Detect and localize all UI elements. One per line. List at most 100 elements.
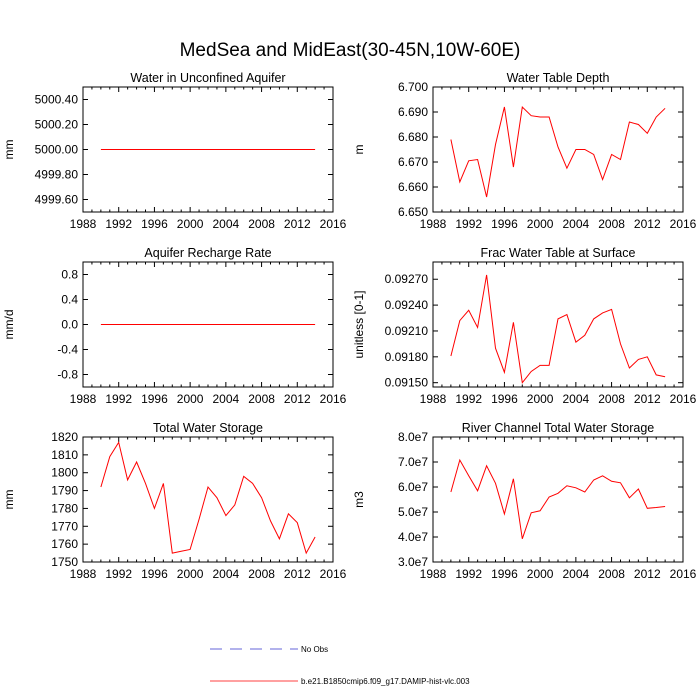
x-tick-label: 2000 bbox=[527, 217, 554, 231]
x-tick-label: 2016 bbox=[320, 217, 347, 231]
x-tick-label: 2008 bbox=[248, 392, 275, 406]
x-tick-label: 1988 bbox=[420, 217, 447, 231]
y-tick-label: 6.680 bbox=[398, 130, 428, 144]
x-tick-label: 2000 bbox=[527, 392, 554, 406]
y-tick-label: 0.09180 bbox=[385, 350, 429, 364]
x-tick-label: 2008 bbox=[598, 217, 625, 231]
chart-panel: River Channel Total Water Storage 1988 199… bbox=[352, 421, 697, 581]
y-tick-label: 4.0e7 bbox=[398, 530, 428, 544]
y-tick-label: 6.650 bbox=[398, 205, 428, 219]
chart-panel: Aquifer Recharge Rate 1988 1992 1996 2000 200… bbox=[2, 246, 347, 406]
y-tick-label: -0.4 bbox=[57, 343, 78, 357]
plot-frame bbox=[82, 436, 334, 563]
y-tick-label: 5.0e7 bbox=[398, 505, 428, 519]
series-line bbox=[450, 458, 666, 539]
x-tick-label: 2012 bbox=[634, 392, 661, 406]
plot-frame bbox=[432, 436, 684, 563]
panel-title: Aquifer Recharge Rate bbox=[144, 246, 271, 260]
x-tick-label: 2000 bbox=[527, 567, 554, 581]
y-tick-label: 1810 bbox=[51, 448, 78, 462]
legend: No Obs b.e21.B1850cmip6.f09_g17.DAMIP-his… bbox=[210, 645, 470, 686]
x-tick-label: 2016 bbox=[670, 217, 697, 231]
chart-panel: Total Water Storage 1988 1992 1996 2000 2004 2… bbox=[2, 421, 347, 581]
x-tick-label: 1988 bbox=[70, 217, 97, 231]
x-tick-label: 1996 bbox=[491, 392, 518, 406]
x-tick-label: 2000 bbox=[177, 567, 204, 581]
y-axis-label: m3 bbox=[352, 491, 366, 508]
y-axis-label: m bbox=[352, 145, 366, 155]
x-tick-label: 1988 bbox=[420, 567, 447, 581]
plot-frame bbox=[432, 86, 684, 213]
x-tick-label: 2016 bbox=[320, 392, 347, 406]
x-tick-label: 1996 bbox=[491, 217, 518, 231]
y-tick-label: 0.0 bbox=[61, 318, 78, 332]
x-tick-label: 1988 bbox=[70, 567, 97, 581]
x-tick-label: 1992 bbox=[105, 217, 132, 231]
series-line bbox=[100, 441, 316, 555]
x-tick-label: 1992 bbox=[455, 392, 482, 406]
y-tick-label: 8.0e7 bbox=[398, 430, 428, 444]
y-axis-label: unitless [0-1] bbox=[352, 290, 366, 358]
y-tick-label: 5000.20 bbox=[35, 118, 79, 132]
y-tick-label: 7.0e7 bbox=[398, 455, 428, 469]
y-tick-label: 1820 bbox=[51, 430, 78, 444]
legend-label: No Obs bbox=[301, 645, 328, 654]
series-line bbox=[450, 274, 666, 384]
y-tick-label: 5000.40 bbox=[35, 93, 79, 107]
chart-panel: Water Table Depth 1988 1992 1996 2000 2004 200… bbox=[352, 71, 697, 231]
panel-title: Water in Unconfined Aquifer bbox=[130, 71, 285, 85]
x-tick-label: 2008 bbox=[598, 392, 625, 406]
chart-panel: Water in Unconfined Aquifer 1988 1992 1996 2… bbox=[2, 71, 347, 231]
figure-title: MedSea and MidEast(30-45N,10W-60E) bbox=[180, 40, 521, 61]
x-tick-label: 1992 bbox=[455, 567, 482, 581]
chart-panels: Water in Unconfined Aquifer 1988 1992 1996 2… bbox=[2, 71, 697, 581]
y-tick-label: 0.8 bbox=[61, 268, 78, 282]
y-axis-label: mm/d bbox=[2, 310, 16, 340]
x-tick-label: 2012 bbox=[634, 567, 661, 581]
x-tick-label: 1988 bbox=[420, 392, 447, 406]
y-tick-label: 0.09210 bbox=[385, 324, 429, 338]
x-tick-label: 2004 bbox=[563, 392, 590, 406]
panel-title: River Channel Total Water Storage bbox=[462, 421, 655, 435]
y-tick-label: 1750 bbox=[51, 555, 78, 569]
y-tick-label: 0.09150 bbox=[385, 376, 429, 390]
x-tick-label: 1996 bbox=[141, 392, 168, 406]
x-tick-label: 2004 bbox=[563, 217, 590, 231]
x-tick-label: 2012 bbox=[284, 392, 311, 406]
x-tick-label: 1996 bbox=[141, 217, 168, 231]
x-tick-label: 2012 bbox=[284, 567, 311, 581]
x-tick-label: 2016 bbox=[670, 392, 697, 406]
y-tick-label: 4999.80 bbox=[35, 168, 79, 182]
series-line bbox=[450, 105, 666, 198]
y-tick-label: 6.700 bbox=[398, 80, 428, 94]
x-tick-label: 1992 bbox=[455, 217, 482, 231]
y-tick-label: 6.0e7 bbox=[398, 480, 428, 494]
y-axis-label: mm bbox=[2, 140, 16, 160]
x-tick-label: 2004 bbox=[563, 567, 590, 581]
legend-label: b.e21.B1850cmip6.f09_g17.DAMIP-hist-vlc.… bbox=[301, 677, 470, 686]
y-tick-label: 1800 bbox=[51, 466, 78, 480]
x-tick-label: 2004 bbox=[213, 392, 240, 406]
x-tick-label: 2004 bbox=[213, 567, 240, 581]
chart-panel: Frac Water Table at Surface 1988 1992 1996 2… bbox=[352, 246, 697, 406]
plot-frame bbox=[432, 261, 684, 388]
x-tick-label: 2008 bbox=[248, 217, 275, 231]
y-tick-label: 5000.00 bbox=[35, 143, 79, 157]
y-tick-label: 4999.60 bbox=[35, 193, 79, 207]
panel-title: Total Water Storage bbox=[153, 421, 263, 435]
y-tick-label: 1790 bbox=[51, 484, 78, 498]
x-tick-label: 2012 bbox=[634, 217, 661, 231]
y-tick-label: 6.660 bbox=[398, 180, 428, 194]
y-axis-label: mm bbox=[2, 490, 16, 510]
x-tick-label: 1988 bbox=[70, 392, 97, 406]
y-tick-label: 0.4 bbox=[61, 293, 78, 307]
panel-title: Water Table Depth bbox=[507, 71, 610, 85]
panel-title: Frac Water Table at Surface bbox=[481, 246, 636, 260]
y-tick-label: 1780 bbox=[51, 501, 78, 515]
x-tick-label: 1992 bbox=[105, 392, 132, 406]
y-tick-label: 1760 bbox=[51, 537, 78, 551]
y-tick-label: 3.0e7 bbox=[398, 555, 428, 569]
x-tick-label: 2016 bbox=[670, 567, 697, 581]
x-tick-label: 2016 bbox=[320, 567, 347, 581]
